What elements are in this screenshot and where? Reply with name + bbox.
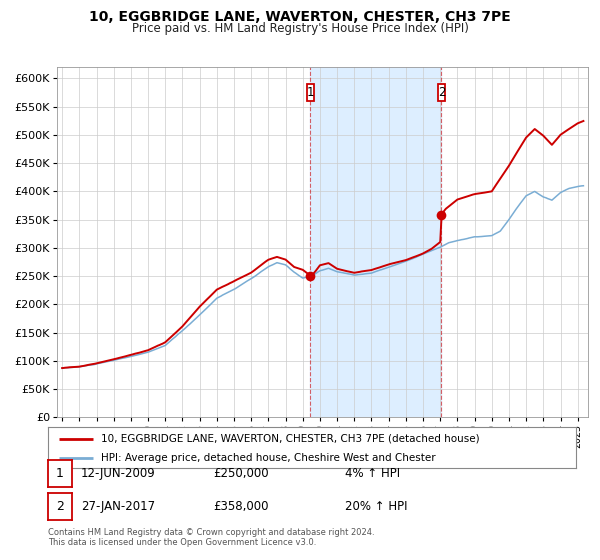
Text: 2: 2 — [437, 86, 445, 99]
Text: Contains HM Land Registry data © Crown copyright and database right 2024.
This d: Contains HM Land Registry data © Crown c… — [48, 528, 374, 547]
Text: Price paid vs. HM Land Registry's House Price Index (HPI): Price paid vs. HM Land Registry's House … — [131, 22, 469, 35]
Text: 10, EGGBRIDGE LANE, WAVERTON, CHESTER, CH3 7PE: 10, EGGBRIDGE LANE, WAVERTON, CHESTER, C… — [89, 10, 511, 24]
Text: HPI: Average price, detached house, Cheshire West and Chester: HPI: Average price, detached house, Ches… — [101, 452, 436, 463]
Text: 20% ↑ HPI: 20% ↑ HPI — [345, 500, 407, 513]
Text: 12-JUN-2009: 12-JUN-2009 — [81, 467, 156, 480]
Bar — [310, 67, 442, 417]
Text: 27-JAN-2017: 27-JAN-2017 — [81, 500, 155, 513]
Text: 1: 1 — [56, 467, 64, 480]
Bar — [438, 83, 445, 100]
Text: 2: 2 — [56, 500, 64, 513]
Text: 4% ↑ HPI: 4% ↑ HPI — [345, 467, 400, 480]
Text: £250,000: £250,000 — [213, 467, 269, 480]
Text: £358,000: £358,000 — [213, 500, 269, 513]
Text: 10, EGGBRIDGE LANE, WAVERTON, CHESTER, CH3 7PE (detached house): 10, EGGBRIDGE LANE, WAVERTON, CHESTER, C… — [101, 433, 479, 444]
Bar — [307, 83, 314, 100]
Text: 1: 1 — [307, 86, 314, 99]
